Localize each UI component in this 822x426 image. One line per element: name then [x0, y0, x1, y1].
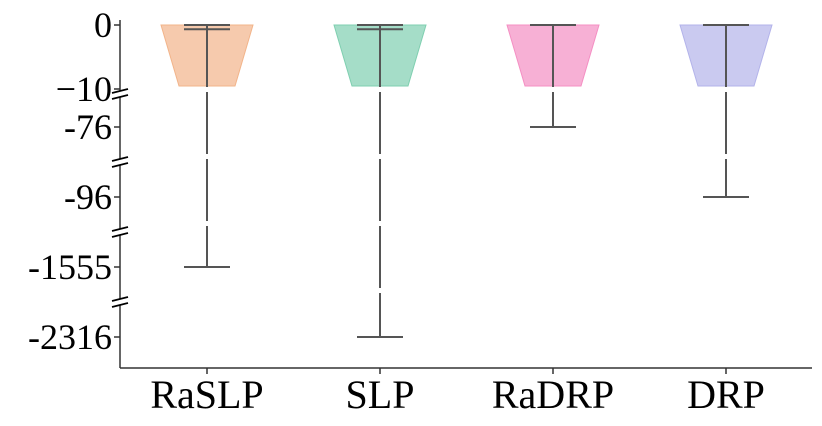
x-category-label-raslp: RaSLP [150, 372, 263, 417]
axis-break-mark [111, 302, 129, 308]
y-tick-label: -1555 [28, 247, 112, 287]
x-category-label-slp: SLP [346, 372, 415, 417]
x-category-label-radrp: RaDRP [492, 372, 614, 417]
axis-break-mark [111, 226, 129, 232]
axis-break-gap [114, 299, 126, 305]
axes [111, 20, 812, 369]
axis-break-mark [111, 232, 129, 238]
x-categories: RaSLP SLP RaDRP DRP [150, 368, 765, 417]
y-tick-label: 0 [94, 5, 112, 45]
y-tick-label: -96 [64, 177, 112, 217]
axis-break-mark [111, 94, 129, 100]
whiskers [184, 24, 749, 338]
axis-break-mark [111, 296, 129, 302]
axis-break-gap [114, 91, 126, 97]
y-tick-label: −10 [56, 69, 112, 109]
axis-break-mark [111, 162, 129, 168]
axis-break-mark [111, 156, 129, 162]
x-category-label-drp: DRP [687, 372, 765, 417]
y-tick-label: -2316 [28, 317, 112, 357]
axis-break-gap [114, 229, 126, 235]
y-tick-label: -76 [64, 107, 112, 147]
violin-bodies [160, 24, 773, 87]
y-ticks: 0 −10-76 -96 -1555 -2316 [28, 5, 120, 357]
axis-break-gap [114, 159, 126, 165]
axis-break-mark [111, 88, 129, 94]
